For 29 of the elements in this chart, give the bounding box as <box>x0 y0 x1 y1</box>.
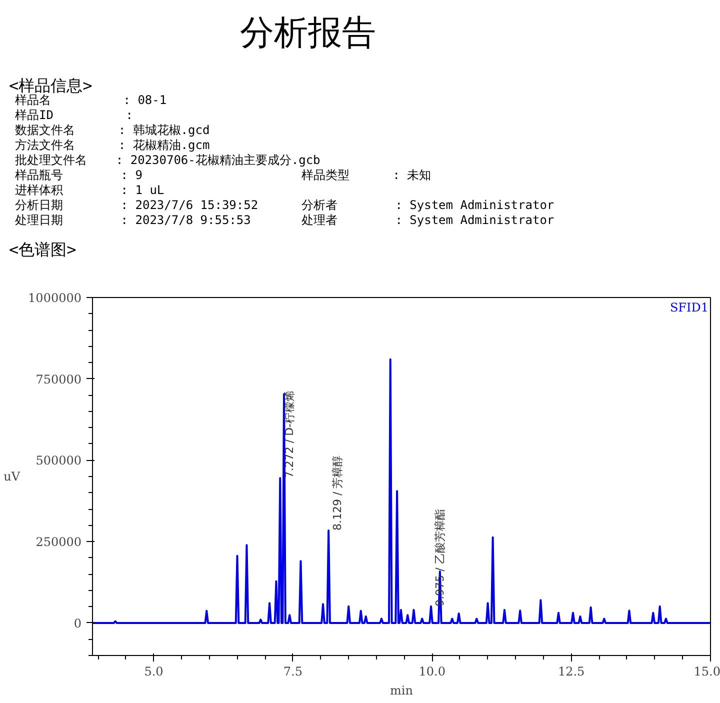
y-tick-label: 500000 <box>36 454 82 468</box>
text: 方法文件名 : 花椒精油.gcm <box>15 138 211 153</box>
y-tick-label: 1000000 <box>28 291 82 305</box>
text: 样品名 : 08-1 <box>15 92 168 108</box>
text: <色谱图> <box>9 240 78 259</box>
text: 分析日期 : 2023/7/6 15:39:52 分析者 : System Administrator <box>15 198 554 213</box>
annotation: 7.272 / D-柠檬烯 <box>283 390 296 478</box>
annotation: 8.129 / 芳樟醇 <box>330 455 344 531</box>
y-tick-label: 750000 <box>36 372 82 386</box>
y-tick-label: 250000 <box>36 535 82 550</box>
annotation: 9.975 / 乙酸芳樟酯 <box>434 509 447 606</box>
text: <样品信息> <box>9 76 94 95</box>
x-tick-label: 12.5 <box>558 664 585 678</box>
line-series <box>92 358 710 624</box>
x-tick-label: 5.0 <box>144 664 164 678</box>
text: 样品ID : <box>15 108 134 123</box>
text: 批处理文件名 : 20230706-花椒精油主要成分.gcb <box>15 152 322 168</box>
x-tick-label: 7.5 <box>283 664 302 678</box>
text: SFID1 <box>670 300 709 314</box>
x-axis-title: min <box>390 684 414 698</box>
x-tick-label: 10.0 <box>418 664 446 678</box>
y-tick-label: 0 <box>74 616 82 630</box>
text: 进样体积 : 1 uL <box>15 182 166 198</box>
x-tick-label: 15.0 <box>694 664 720 678</box>
text: 样品瓶号 : 9 样品类型 : 未知 <box>15 168 432 183</box>
text: 处理日期 : 2023/7/8 9:55:53 处理者 : System Administrator <box>15 212 554 228</box>
y-axis-title: uV <box>4 470 20 484</box>
text: 数据文件名 : 韩城花椒.gcd <box>15 122 211 138</box>
chart-title: 分析报告 <box>240 12 377 55</box>
